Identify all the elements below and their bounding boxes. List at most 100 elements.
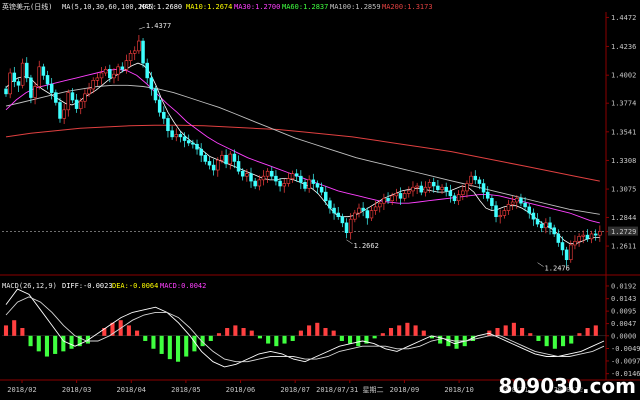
candle-body: [224, 154, 228, 165]
annotation-pointer: [537, 262, 544, 267]
candle-body: [564, 249, 569, 261]
candle-body: [16, 81, 21, 86]
candle-body: [436, 185, 440, 190]
candle-body: [398, 193, 403, 199]
candle-body: [282, 183, 286, 187]
annotation-label: 1.2662: [354, 242, 379, 250]
annotation-label: 1.2476: [545, 265, 570, 273]
candles: [4, 35, 602, 267]
candle-body: [124, 60, 129, 70]
candle-body: [62, 109, 66, 119]
macd-y-tick-label: 0.0192: [611, 282, 636, 290]
candle-body: [498, 215, 502, 218]
candle-body: [153, 88, 158, 101]
candle-body: [220, 154, 224, 161]
macd-dea-value: DEA:-0.0064: [112, 282, 158, 290]
candle-body: [510, 201, 515, 205]
candle-body: [324, 191, 328, 202]
candle-body: [469, 175, 473, 184]
candle-body: [456, 194, 461, 202]
ma5-line: [5, 62, 600, 245]
candle-body: [240, 170, 245, 177]
candle-body: [589, 233, 594, 240]
candle-body: [303, 182, 307, 189]
candle-body: [461, 190, 465, 195]
y-axis-ticks: 1.4472 1.4236 1.4002 1.3774 1.3541 1.3308 1.30…: [606, 14, 640, 378]
candle-body: [166, 118, 170, 132]
price-annotations: 1.4377 1.2662 1.2476: [138, 22, 570, 273]
ma200-line: [5, 124, 600, 182]
candle-body: [357, 207, 361, 214]
candle-body: [58, 102, 62, 119]
y-tick-label: 1.4236: [611, 43, 636, 51]
candle-body: [278, 180, 282, 187]
candle-body: [186, 140, 191, 144]
candle-body: [74, 99, 79, 109]
candle-body: [569, 244, 573, 261]
candle-body: [386, 197, 390, 202]
candle-body: [515, 197, 519, 203]
candle-body: [249, 173, 253, 182]
macd-diff-line: [5, 288, 605, 368]
ma5-value: MA5:1.2680: [140, 3, 182, 11]
candle-body: [494, 205, 498, 218]
candle-body: [319, 186, 324, 193]
candle-body: [265, 170, 270, 177]
macd-value: MACD:0.0042: [160, 282, 206, 290]
candle-body: [560, 242, 565, 251]
current-price-box: [608, 226, 638, 236]
macd-dea-line: [5, 296, 605, 363]
candle-body: [307, 179, 311, 189]
candle-body: [531, 212, 536, 220]
candle-body: [585, 234, 590, 240]
y-tick-label: 1.4472: [611, 14, 636, 22]
candle-body: [45, 75, 50, 85]
candle-body: [502, 210, 507, 216]
x-tick-label: 2018/07/31 星期二: [316, 386, 383, 394]
candle-body: [120, 66, 125, 70]
candle-body: [245, 173, 249, 177]
x-tick-label: 2018/02: [7, 386, 37, 394]
candle-body: [581, 234, 585, 237]
current-price-label: 1.2729: [611, 228, 636, 236]
y-tick-label: 1.4002: [611, 72, 636, 80]
candle-body: [506, 204, 511, 211]
candle-body: [37, 66, 41, 87]
candle-body: [137, 40, 141, 52]
x-tick-label: 2018/04: [117, 386, 147, 394]
y-tick-label: 1.2844: [611, 214, 636, 222]
macd-y-tick-label: -0.0146: [611, 370, 640, 378]
x-axis-ticks: 2018/02 2018/03 2018/04 2018/05 2018/06 2018/…: [7, 380, 583, 394]
candle-body: [49, 83, 54, 93]
candle-body: [477, 179, 482, 184]
candle-body: [390, 195, 394, 202]
candle-body: [54, 92, 58, 103]
candle-body: [232, 153, 237, 162]
candle-body: [577, 236, 581, 242]
candle-body: [128, 53, 133, 61]
candle-body: [270, 170, 274, 177]
candle-body: [207, 161, 212, 166]
candle-body: [340, 216, 345, 224]
macd-diff-value: DIFF:-0.0023: [62, 282, 113, 290]
candle-body: [294, 173, 299, 177]
candle-body: [598, 231, 602, 236]
ma10-value: MA10:1.2674: [186, 3, 232, 11]
candle-body: [236, 161, 241, 172]
candle-body: [311, 179, 316, 184]
candle-body: [465, 183, 469, 192]
macd-y-tick-label: 0.0047: [611, 320, 636, 328]
candle-body: [419, 185, 424, 193]
candle-body: [411, 186, 415, 192]
y-tick-label: 1.3541: [611, 128, 636, 136]
candle-body: [99, 72, 104, 79]
candle-body: [544, 222, 548, 229]
candle-body: [573, 240, 577, 246]
candle-body: [132, 50, 137, 54]
candle-body: [257, 179, 262, 187]
candle-body: [299, 175, 303, 183]
candle-body: [12, 72, 17, 82]
candle-body: [382, 197, 386, 204]
